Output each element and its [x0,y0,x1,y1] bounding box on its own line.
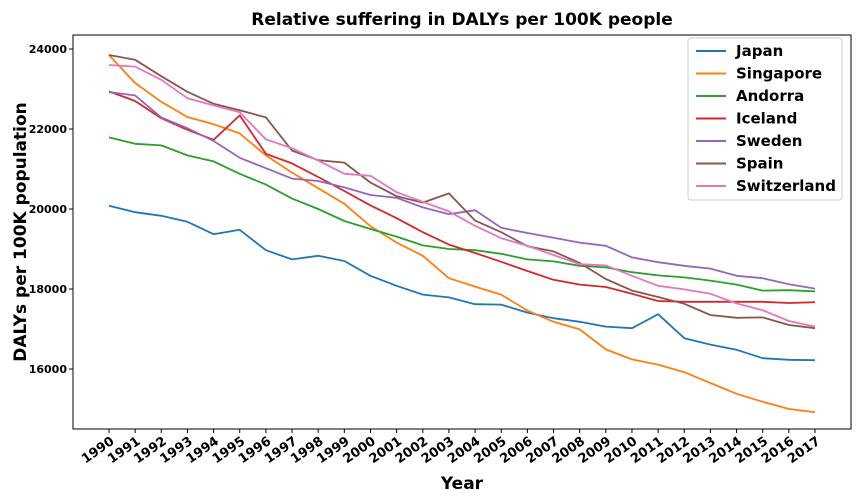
y-tick-label: 20000 [29,203,68,216]
series-line-switzerland [108,64,816,328]
y-axis: 16000 18000 20000 22000 24000 [29,43,73,376]
series-line-sweden [108,91,816,290]
legend-label-switzerland: Switzerland [736,177,836,195]
series-lines [108,54,816,414]
legend-box [687,37,843,201]
x-axis-label: Year [440,474,484,494]
chart-title: Relative suffering in DALYs per 100K peo… [251,10,672,30]
legend-label-iceland: Iceland [736,110,797,128]
legend-label-andorra: Andorra [736,87,804,105]
x-axis: 1990199119921993199419951996199719981999… [79,429,823,467]
legend-label-singapore: Singapore [736,65,822,83]
series-line-iceland [108,90,816,304]
y-tick-label: 22000 [29,123,68,136]
plot-frame [72,34,852,430]
y-tick-label: 18000 [29,283,68,296]
legend-label-japan: Japan [735,42,783,60]
y-axis-label: DALYs per 100K population [11,102,31,362]
legend: Japan Singapore Andorra Iceland Sweden Spain S… [687,37,843,201]
legend-label-sweden: Sweden [736,132,802,150]
y-tick-label: 24000 [29,43,68,56]
y-tick-label: 16000 [29,363,68,376]
legend-label-spain: Spain [736,155,783,173]
series-line-spain [108,54,816,330]
series-line-japan [108,204,816,362]
